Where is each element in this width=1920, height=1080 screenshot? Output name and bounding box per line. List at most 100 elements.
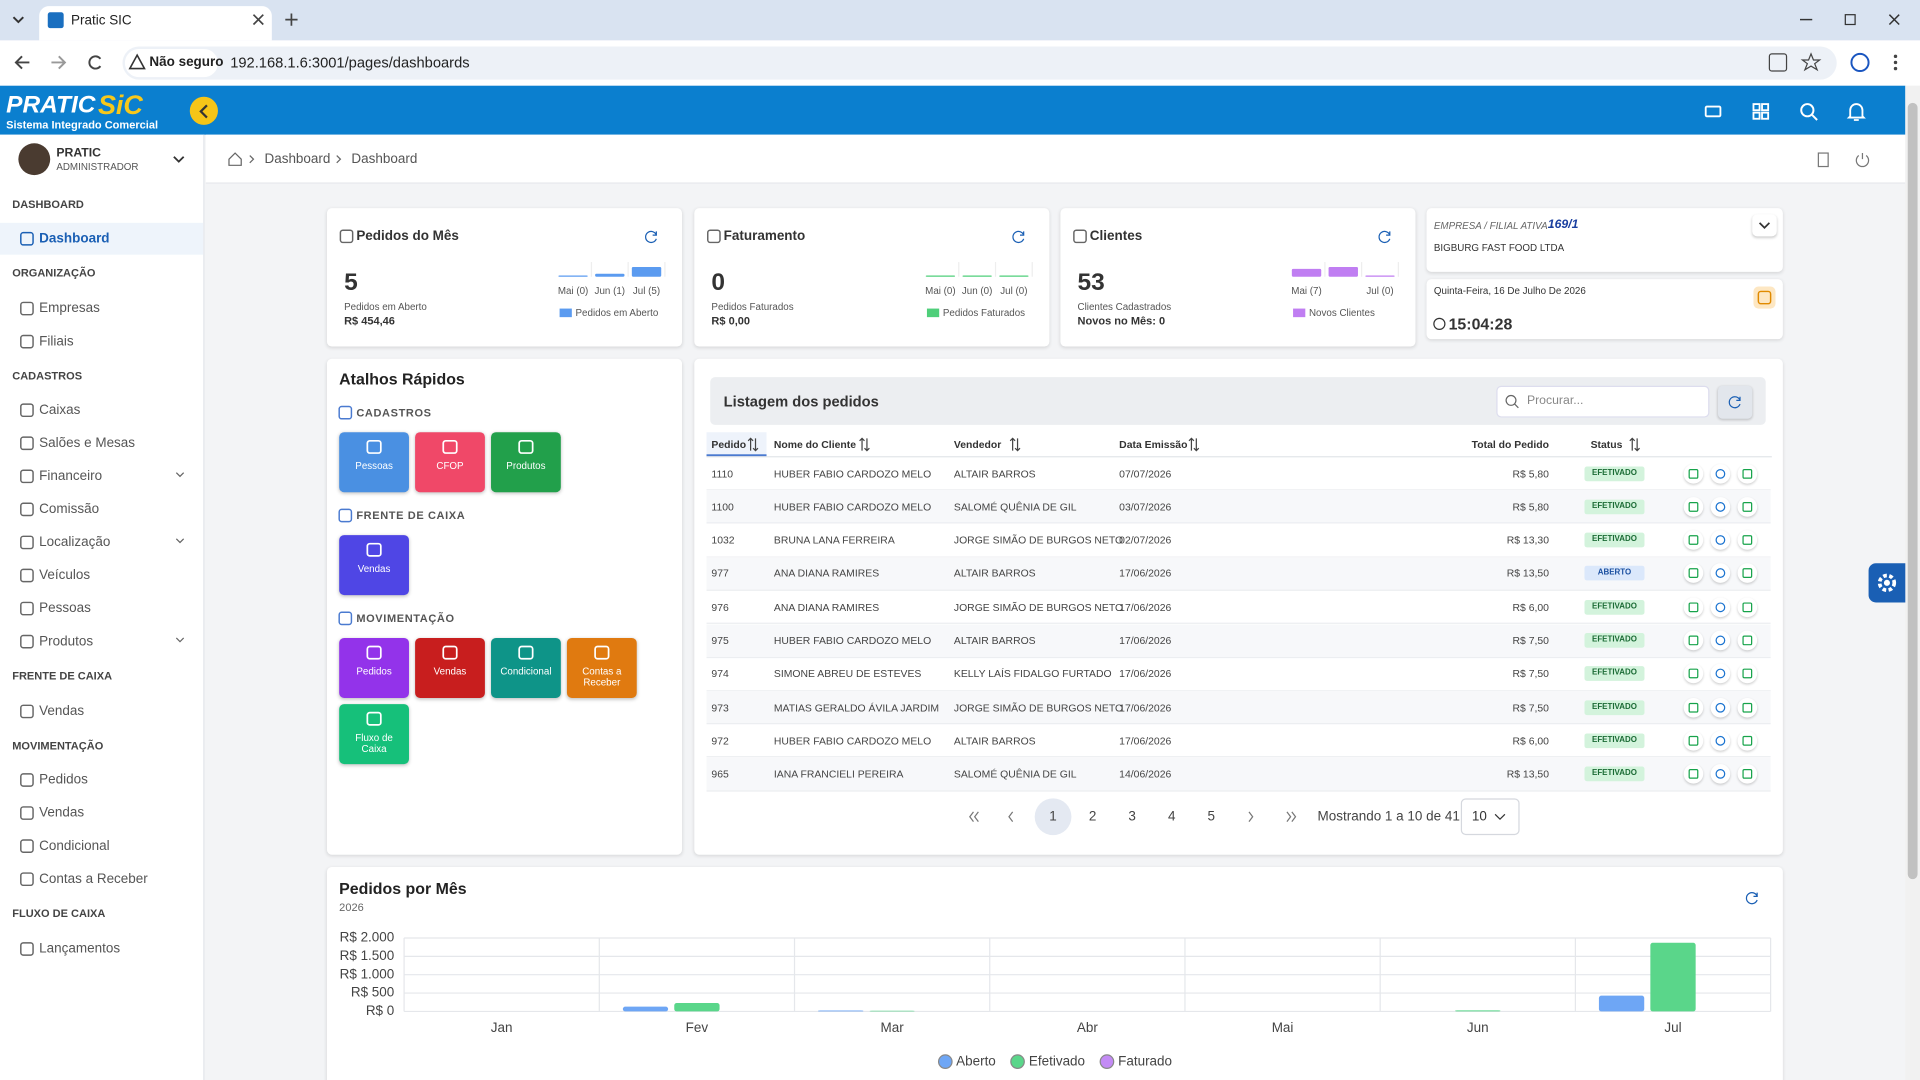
row-action[interactable]: [1737, 764, 1758, 784]
shortcut-button[interactable]: Pedidos: [339, 637, 409, 698]
shortcut-label[interactable]: Vendas: [357, 563, 391, 575]
breadcrumb-item[interactable]: Dashboard: [264, 151, 331, 167]
row-action[interactable]: [1710, 697, 1731, 718]
page-size[interactable]: 10: [1460, 798, 1520, 836]
empresa-toggle[interactable]: [1752, 214, 1777, 237]
sidebar-item[interactable]: Pedidos: [39, 772, 88, 788]
bookmark[interactable]: [1800, 52, 1822, 72]
legend-item[interactable]: Efetivado: [1010, 1052, 1085, 1072]
shortcut-button[interactable]: CFOP: [415, 432, 485, 493]
apps[interactable]: [1752, 103, 1770, 120]
shortcut-button[interactable]: Pessoas: [339, 432, 409, 493]
shortcut-button[interactable]: Contas a Receber: [566, 637, 637, 698]
reload[interactable]: [88, 55, 102, 70]
row-action[interactable]: [1737, 697, 1758, 718]
row-action[interactable]: [1737, 496, 1758, 517]
sidebar-item[interactable]: Lançamentos: [39, 941, 121, 956]
sidebar-item[interactable]: Salões e Mesas: [39, 435, 136, 451]
tab[interactable]: [39, 6, 272, 41]
active-item[interactable]: [0, 222, 204, 255]
browser-menu[interactable]: [1893, 54, 1898, 71]
row-action[interactable]: [1710, 764, 1731, 784]
shortcut-label[interactable]: Produtos: [506, 460, 546, 472]
restore[interactable]: [1844, 14, 1856, 26]
shortcut-button[interactable]: Fluxo de Caixa: [339, 704, 409, 765]
sidebar-item[interactable]: Financeiro: [39, 468, 103, 484]
shortcut-label[interactable]: Pedidos: [356, 666, 392, 678]
row-action[interactable]: [1710, 496, 1731, 517]
shortcut-label[interactable]: Vendas: [433, 666, 467, 678]
sidebar-item[interactable]: Veículos: [39, 568, 91, 583]
row-action[interactable]: [1737, 530, 1758, 550]
legend-item[interactable]: Aberto: [937, 1052, 996, 1072]
page-arrow[interactable]: [1286, 811, 1297, 823]
column-header[interactable]: Vendedor: [953, 438, 1002, 451]
page-button[interactable]: 4: [1167, 809, 1176, 825]
page-button[interactable]: 3: [1128, 809, 1136, 825]
sidebar-item[interactable]: Caixas: [39, 402, 81, 418]
sidebar-item[interactable]: Contas a Receber: [39, 871, 148, 887]
row-action[interactable]: [1683, 563, 1704, 584]
row-action[interactable]: [1683, 630, 1704, 651]
column-header[interactable]: Nome do Cliente: [773, 438, 856, 451]
row-action[interactable]: [1737, 630, 1758, 651]
page-button[interactable]: 2: [1088, 809, 1097, 825]
search-box[interactable]: [1496, 385, 1710, 418]
row-action[interactable]: [1683, 530, 1704, 550]
sidebar-item[interactable]: Pessoas: [39, 601, 91, 616]
row-action[interactable]: [1710, 530, 1731, 550]
sidebar-item[interactable]: Produtos: [39, 634, 94, 649]
row-action[interactable]: [1737, 730, 1758, 751]
back[interactable]: [14, 55, 30, 70]
page-button[interactable]: 1: [1034, 798, 1072, 836]
row-action[interactable]: [1683, 764, 1704, 784]
row-action[interactable]: [1683, 697, 1704, 718]
shortcut-label[interactable]: Fluxo de Caixa: [355, 732, 393, 755]
legend-item[interactable]: Faturado: [1099, 1052, 1172, 1072]
column-header[interactable]: Status: [1590, 438, 1623, 451]
scroll-thumb[interactable]: [1907, 102, 1918, 880]
row-action[interactable]: [1710, 730, 1731, 751]
sidebar-item[interactable]: Filiais: [39, 333, 74, 349]
column-header[interactable]: Pedido: [711, 438, 747, 451]
row-action[interactable]: [1737, 563, 1758, 584]
row-action[interactable]: [1710, 463, 1731, 484]
shortcut-label[interactable]: Contas a Receber: [582, 666, 622, 689]
security-chip[interactable]: [124, 48, 218, 78]
close-window[interactable]: [1888, 14, 1900, 26]
shortcut-label[interactable]: Condicional: [500, 666, 552, 678]
sidebar-item[interactable]: Vendas: [39, 703, 85, 719]
page-arrow[interactable]: [1008, 811, 1014, 823]
search[interactable]: [1800, 103, 1818, 121]
profile[interactable]: [1850, 52, 1870, 73]
translate[interactable]: [1768, 53, 1788, 72]
row-action[interactable]: [1683, 496, 1704, 517]
sidebar-item[interactable]: Vendas: [39, 805, 85, 821]
shortcut-button[interactable]: Vendas: [339, 535, 409, 596]
page-arrow[interactable]: [1248, 811, 1254, 823]
close-tab[interactable]: [252, 14, 264, 26]
sidebar-item[interactable]: Dashboard: [39, 231, 110, 247]
row-action[interactable]: [1737, 597, 1758, 617]
row-action[interactable]: [1710, 563, 1731, 584]
avatar[interactable]: [18, 143, 51, 176]
shortcut-button[interactable]: Produtos: [491, 432, 561, 493]
forward[interactable]: [51, 55, 67, 70]
column-header[interactable]: Data Emissão: [1119, 438, 1188, 451]
sidebar-item[interactable]: Localização: [39, 535, 111, 550]
refresh-button[interactable]: [1717, 385, 1753, 419]
page-button[interactable]: 5: [1207, 809, 1216, 825]
row-action[interactable]: [1683, 463, 1704, 484]
row-action[interactable]: [1710, 630, 1731, 651]
row-action[interactable]: [1683, 597, 1704, 617]
collapse-button[interactable]: [189, 96, 218, 125]
print[interactable]: [1704, 105, 1722, 118]
row-action[interactable]: [1737, 463, 1758, 484]
shortcut-button[interactable]: Condicional: [491, 637, 561, 698]
row-action[interactable]: [1710, 597, 1731, 617]
shortcut-button[interactable]: Vendas: [415, 637, 485, 698]
tab-menu[interactable]: [12, 16, 24, 24]
row-action[interactable]: [1683, 664, 1704, 684]
sidebar-item[interactable]: Empresas: [39, 300, 100, 316]
sidebar-item[interactable]: Comissão: [39, 502, 100, 517]
